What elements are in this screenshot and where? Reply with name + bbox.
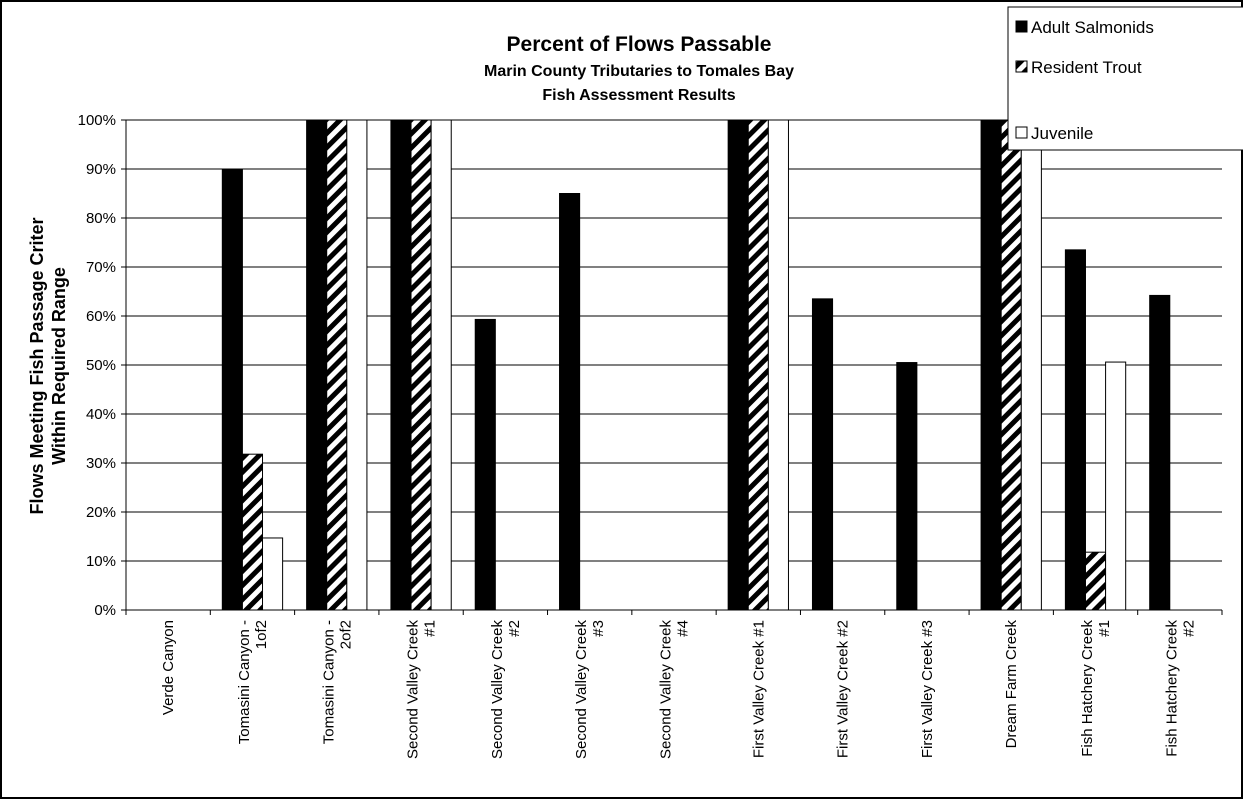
gridlines (126, 119, 1222, 562)
bars (221, 119, 1171, 611)
x-category-label-second-valley-creek-4-line-1: Second Valley Creek (658, 620, 675, 759)
bar-adult-salmonids-dream-farm-creek (980, 119, 1002, 611)
bar-adult-salmonids-second-valley-creek-3 (559, 193, 581, 611)
y-axis-label-line-2: Within Required Range (49, 267, 69, 465)
bar-resident-trout-tomasini-canyon-2of2 (326, 119, 348, 611)
bar-juvenile-tomasini-canyon-1of2 (262, 537, 284, 611)
y-tick-label-40: 40% (86, 406, 116, 423)
legend-swatch-juvenile (1015, 126, 1028, 139)
y-tick-label-100: 100% (78, 112, 116, 129)
x-category-label-fish-hatchery-creek-2-line-2: #2 (1180, 620, 1197, 637)
y-tick-labels: 0% 10% 20% 30% 40% 50% 60% 70% 80% 90% 100% (78, 112, 116, 619)
bar-adult-salmonids-tomasini-canyon-2of2 (306, 119, 328, 611)
bar-juvenile-second-valley-creek-1 (430, 119, 452, 611)
chart-subtitle-line-2: Fish Assessment Results (542, 87, 735, 104)
chart-subtitle-line-1: Marin County Tributaries to Tomales Bay (484, 63, 794, 80)
y-tick-label-0: 0% (94, 602, 116, 619)
x-category-label-first-valley-creek-1: First Valley Creek #1 (750, 620, 767, 758)
bar-adult-salmonids-first-valley-creek-1 (727, 119, 749, 611)
y-tick-label-80: 80% (86, 210, 116, 227)
x-category-label-fish-hatchery-creek-1-line-2: #1 (1096, 620, 1113, 637)
legend: Adult Salmonids Resident Trout Juvenile (1007, 6, 1243, 151)
bar-juvenile-fish-hatchery-creek-1 (1105, 361, 1127, 611)
bar-adult-salmonids-fish-hatchery-creek-1 (1064, 249, 1086, 611)
x-category-label-first-valley-creek-2: First Valley Creek #2 (835, 620, 852, 758)
legend-box (1007, 6, 1243, 151)
bar-adult-salmonids-second-valley-creek-1 (390, 119, 412, 611)
x-category-label-fish-hatchery-creek-2-line-1: Fish Hatchery Creek (1163, 620, 1180, 757)
y-tick-label-90: 90% (86, 161, 116, 178)
x-category-label-second-valley-creek-3-line-1: Second Valley Creek (573, 620, 590, 759)
x-category-label-tomasini-canyon-1of2-line-2: 1of2 (253, 620, 270, 649)
y-tick-label-50: 50% (86, 357, 116, 374)
x-category-label-tomasini-canyon-2of2-line-2: 2of2 (337, 620, 354, 649)
bar-adult-salmonids-second-valley-creek-2 (474, 318, 496, 611)
bar-adult-salmonids-tomasini-canyon-1of2 (221, 168, 243, 611)
axes (121, 119, 1223, 615)
chart-title: Percent of Flows Passable (507, 33, 772, 56)
legend-label-resident-trout: Resident Trout (1031, 58, 1142, 77)
y-tick-label-60: 60% (86, 308, 116, 325)
x-category-label-second-valley-creek-1-line-2: #1 (422, 620, 439, 637)
x-category-label-second-valley-creek-2-line-2: #2 (506, 620, 523, 637)
y-axis-label-line-1: Flows Meeting Fish Passage Criter (27, 217, 47, 514)
y-tick-label-30: 30% (86, 455, 116, 472)
bar-juvenile-dream-farm-creek (1020, 119, 1042, 611)
bar-resident-trout-dream-farm-creek (1000, 119, 1022, 611)
x-category-label-verde-canyon: Verde Canyon (160, 620, 177, 715)
bar-juvenile-first-valley-creek-1 (767, 119, 789, 611)
bar-juvenile-tomasini-canyon-2of2 (346, 119, 368, 611)
bar-resident-trout-fish-hatchery-creek-1 (1084, 551, 1107, 611)
y-tick-label-70: 70% (86, 259, 116, 276)
bar-adult-salmonids-first-valley-creek-2 (811, 298, 834, 611)
y-tick-label-10: 10% (86, 553, 116, 570)
bar-resident-trout-tomasini-canyon-1of2 (241, 453, 264, 611)
x-category-label-dream-farm-creek: Dream Farm Creek (1003, 620, 1020, 749)
bar-adult-salmonids-fish-hatchery-creek-2 (1149, 294, 1171, 611)
legend-swatch-adult-salmonids (1015, 20, 1028, 33)
x-category-label-second-valley-creek-3-line-2: #3 (590, 620, 607, 637)
legend-swatch-resident-trout (1015, 60, 1028, 73)
x-category-label-first-valley-creek-3: First Valley Creek #3 (919, 620, 936, 758)
x-category-label-second-valley-creek-1-line-1: Second Valley Creek (405, 620, 422, 759)
x-category-label-second-valley-creek-2-line-1: Second Valley Creek (489, 620, 506, 759)
x-category-label-fish-hatchery-creek-1-line-1: Fish Hatchery Creek (1079, 620, 1096, 757)
legend-label-juvenile: Juvenile (1031, 124, 1093, 143)
legend-label-adult-salmonids: Adult Salmonids (1031, 18, 1154, 37)
x-category-label-second-valley-creek-4-line-2: #4 (675, 620, 692, 637)
x-category-label-tomasini-canyon-2of2-line-1: Tomasini Canyon - (320, 620, 337, 744)
x-category-label-tomasini-canyon-1of2-line-1: Tomasini Canyon - (236, 620, 253, 744)
y-tick-label-20: 20% (86, 504, 116, 521)
bar-adult-salmonids-first-valley-creek-3 (896, 362, 918, 611)
bar-resident-trout-first-valley-creek-1 (747, 119, 769, 611)
x-category-labels: Verde Canyon Tomasini Canyon -1of2 Tomasin… (160, 620, 1197, 759)
bar-resident-trout-second-valley-creek-1 (410, 119, 432, 611)
